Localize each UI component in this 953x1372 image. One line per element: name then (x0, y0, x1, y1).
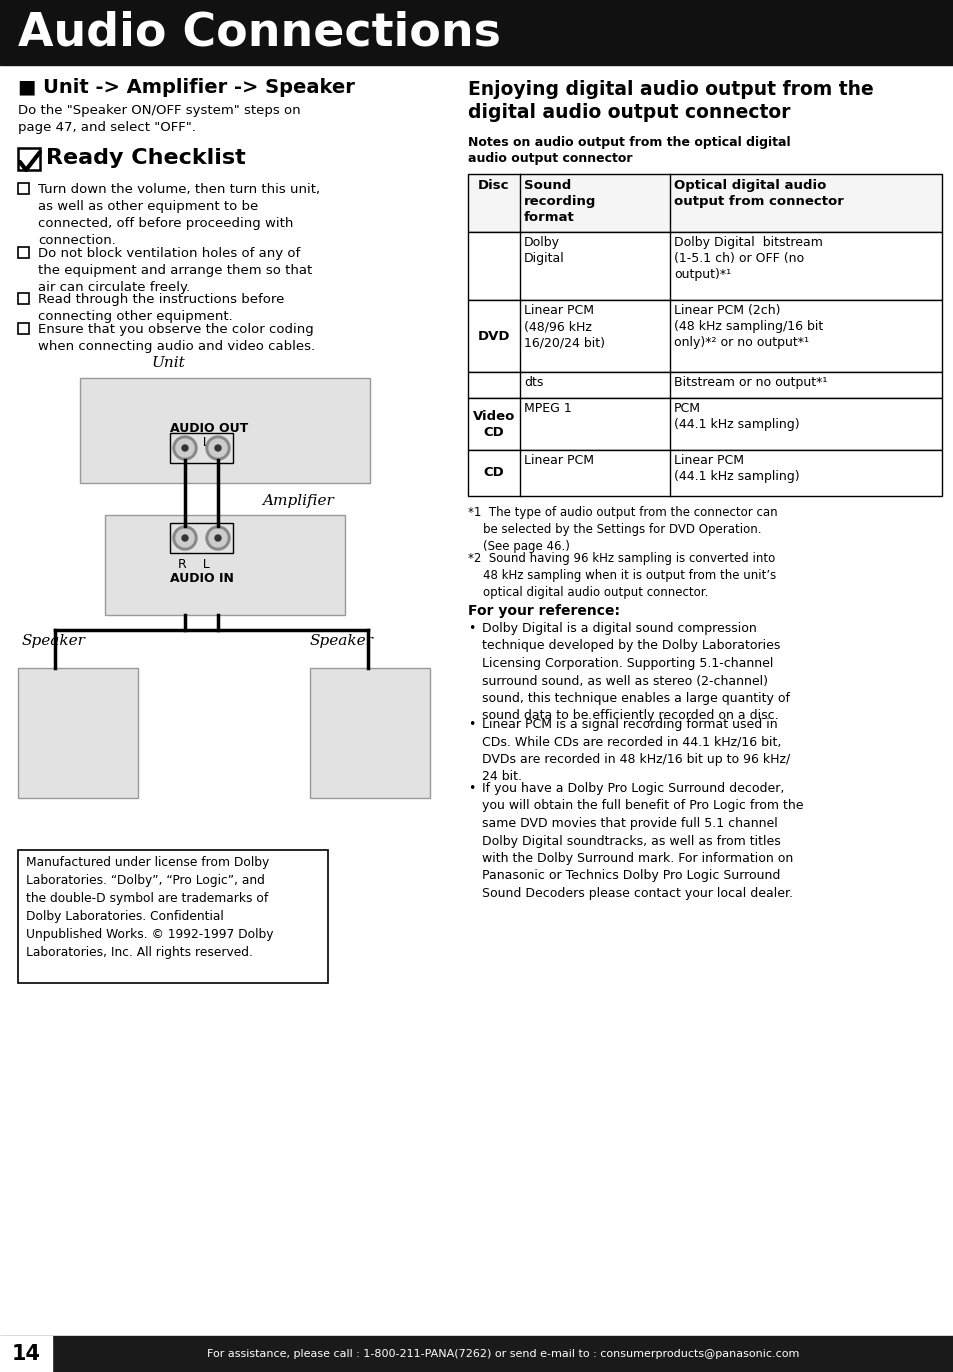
Bar (468, 372, 941, 398)
Bar (18, 851, 328, 982)
Text: Read through the instructions before
connecting other equipment.: Read through the instructions before con… (38, 294, 284, 322)
Text: Linear PCM: Linear PCM (523, 454, 594, 466)
Text: Video
CD: Video CD (473, 409, 515, 439)
Circle shape (206, 436, 230, 460)
Text: •: • (468, 622, 475, 635)
Text: *1  The type of audio output from the connector can
    be selected by the Setti: *1 The type of audio output from the con… (468, 506, 777, 553)
Text: Linear PCM (2ch)
(48 kHz sampling/16 bit
only)*² or no output*¹: Linear PCM (2ch) (48 kHz sampling/16 bit… (673, 305, 822, 348)
Text: Dolby Digital  bitstream
(1-5.1 ch) or OFF (no
output)*¹: Dolby Digital bitstream (1-5.1 ch) or OF… (673, 236, 822, 281)
Text: For your reference:: For your reference: (468, 604, 619, 617)
Text: Bitstream or no output*¹: Bitstream or no output*¹ (673, 376, 826, 390)
Text: AUDIO OUT: AUDIO OUT (170, 423, 248, 435)
Text: CD: CD (483, 466, 504, 479)
Bar (80, 379, 370, 483)
Text: Ensure that you observe the color coding
when connecting audio and video cables.: Ensure that you observe the color coding… (38, 322, 314, 353)
Bar (310, 668, 430, 799)
Circle shape (172, 436, 196, 460)
Text: Dolby
Digital: Dolby Digital (523, 236, 564, 265)
Text: Optical digital audio
output from connector: Optical digital audio output from connec… (673, 178, 843, 209)
Bar (0, 1336, 953, 1372)
Bar (170, 523, 233, 553)
Circle shape (172, 525, 196, 550)
Circle shape (175, 439, 193, 457)
Bar (0, 0, 953, 64)
Text: R    L: R L (178, 558, 210, 571)
Text: Do the "Speaker ON/OFF system" steps on
page 47, and select "OFF".: Do the "Speaker ON/OFF system" steps on … (18, 104, 300, 134)
Bar (468, 300, 941, 372)
Circle shape (182, 445, 188, 451)
Text: ■ Unit -> Amplifier -> Speaker: ■ Unit -> Amplifier -> Speaker (18, 78, 355, 97)
Circle shape (175, 530, 193, 547)
Bar (170, 434, 233, 462)
Text: Linear PCM is a signal recording format used in
CDs. While CDs are recorded in 4: Linear PCM is a signal recording format … (481, 718, 789, 783)
Bar (468, 398, 941, 450)
Circle shape (209, 439, 227, 457)
Text: Disc: Disc (477, 178, 509, 192)
Text: MPEG 1: MPEG 1 (523, 402, 571, 414)
Bar (105, 514, 345, 615)
Text: Manufactured under license from Dolby
Laboratories. “Dolby”, “Pro Logic”, and
th: Manufactured under license from Dolby La… (26, 856, 274, 959)
Text: AUDIO IN: AUDIO IN (170, 572, 233, 584)
Bar (18, 148, 40, 170)
Bar (18, 182, 29, 193)
Text: •: • (468, 718, 475, 731)
Text: Turn down the volume, then turn this unit,
as well as other equipment to be
conn: Turn down the volume, then turn this uni… (38, 182, 320, 247)
Text: If you have a Dolby Pro Logic Surround decoder,
you will obtain the full benefit: If you have a Dolby Pro Logic Surround d… (481, 782, 802, 900)
Text: *2  Sound having 96 kHz sampling is converted into
    48 kHz sampling when it i: *2 Sound having 96 kHz sampling is conve… (468, 552, 776, 600)
Text: 14: 14 (11, 1345, 40, 1364)
Bar (468, 232, 941, 300)
Bar (468, 450, 941, 497)
Text: Dolby Digital is a digital sound compression
technique developed by the Dolby La: Dolby Digital is a digital sound compres… (481, 622, 789, 723)
Text: For assistance, please call : 1-800-211-PANA(7262) or send e-mail to : consumerp: For assistance, please call : 1-800-211-… (207, 1349, 799, 1360)
Bar (0, 1336, 52, 1372)
Bar (18, 668, 138, 799)
Bar (18, 294, 29, 305)
Text: dts: dts (523, 376, 543, 390)
Circle shape (206, 525, 230, 550)
Text: DVD: DVD (477, 329, 510, 343)
Text: Speaker: Speaker (22, 634, 86, 648)
Circle shape (214, 445, 221, 451)
Text: R    L: R L (178, 436, 210, 449)
Text: Speaker: Speaker (310, 634, 374, 648)
Text: Ready Checklist: Ready Checklist (46, 148, 246, 167)
Text: Notes on audio output from the optical digital
audio output connector: Notes on audio output from the optical d… (468, 136, 790, 165)
Text: Amplifier: Amplifier (262, 494, 334, 508)
Circle shape (214, 535, 221, 541)
Bar (18, 247, 29, 258)
Bar (468, 174, 941, 232)
Text: •: • (468, 782, 475, 794)
Text: PCM
(44.1 kHz sampling): PCM (44.1 kHz sampling) (673, 402, 799, 431)
Circle shape (182, 535, 188, 541)
Bar (18, 322, 29, 333)
Text: Unit: Unit (152, 355, 186, 370)
Circle shape (209, 530, 227, 547)
Text: Enjoying digital audio output from the
digital audio output connector: Enjoying digital audio output from the d… (468, 80, 873, 122)
Text: Linear PCM
(44.1 kHz sampling): Linear PCM (44.1 kHz sampling) (673, 454, 799, 483)
Text: Audio Connections: Audio Connections (18, 10, 500, 55)
Text: Sound
recording
format: Sound recording format (523, 178, 596, 224)
Text: Linear PCM
(48/96 kHz
16/20/24 bit): Linear PCM (48/96 kHz 16/20/24 bit) (523, 305, 604, 348)
Text: Do not block ventilation holes of any of
the equipment and arrange them so that
: Do not block ventilation holes of any of… (38, 247, 312, 294)
